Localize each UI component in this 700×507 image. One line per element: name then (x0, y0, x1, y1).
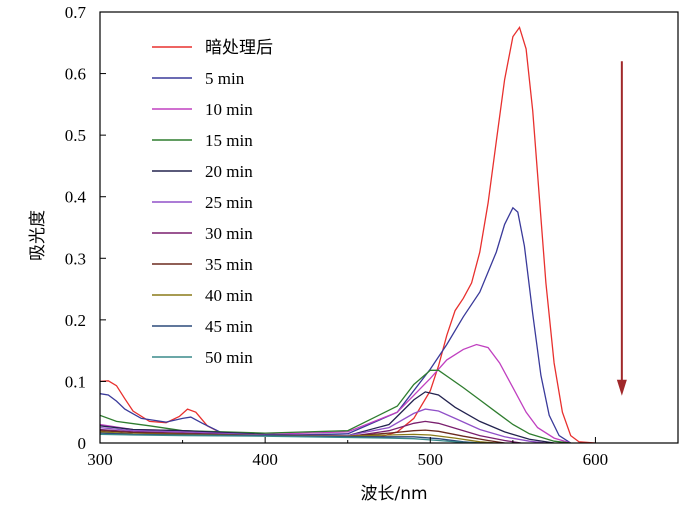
y-tick-label: 0.4 (65, 188, 87, 207)
legend-label: 15 min (205, 131, 253, 150)
legend-label: 10 min (205, 100, 253, 119)
axes: 300 400 500 600 0 0.1 0.2 0.3 0.4 0.5 0.6 0.7 (65, 3, 679, 469)
series-line-6 (100, 408, 546, 443)
legend: 暗处理后 5 min 10 min 15 min 20 min 25 min 30 min 3… (152, 38, 273, 367)
trend-arrow-head (616, 379, 627, 396)
series-line-7 (100, 420, 522, 443)
series-line-3 (100, 343, 571, 443)
legend-label: 50 min (205, 348, 253, 367)
y-tick-label: 0.7 (65, 3, 87, 22)
legend-label: 45 min (205, 317, 253, 336)
y-tick-label: 0.5 (65, 126, 86, 145)
plot-frame (99, 11, 679, 444)
legend-label: 35 min (205, 255, 253, 274)
x-axis-label: 波长/nm (360, 484, 427, 504)
legend-label: 25 min (205, 193, 253, 212)
series-line-1 (100, 25, 596, 443)
series-line-8 (100, 429, 505, 443)
series-group (100, 25, 596, 443)
y-tick-label: 0.1 (65, 372, 86, 391)
x-tick-label: 300 (87, 450, 113, 469)
legend-label: 20 min (205, 162, 253, 181)
y-tick-label: 0 (78, 434, 87, 453)
y-tick-label: 0.6 (65, 65, 86, 84)
legend-label: 40 min (205, 286, 253, 305)
series-line-4 (100, 369, 571, 443)
series-line-2 (100, 206, 572, 443)
series-line-5 (100, 391, 555, 443)
series-line-11 (100, 433, 480, 443)
x-tick-label: 500 (418, 450, 444, 469)
plot-area (100, 25, 627, 443)
y-tick-label: 0.3 (65, 249, 86, 268)
x-tick-label: 400 (252, 450, 278, 469)
legend-label: 30 min (205, 224, 253, 243)
y-axis-label: 吸光度 (28, 210, 48, 261)
x-tick-label: 600 (583, 450, 609, 469)
legend-label: 暗处理后 (205, 38, 273, 58)
y-tick-label: 0.2 (65, 311, 86, 330)
legend-label: 5 min (205, 69, 245, 88)
